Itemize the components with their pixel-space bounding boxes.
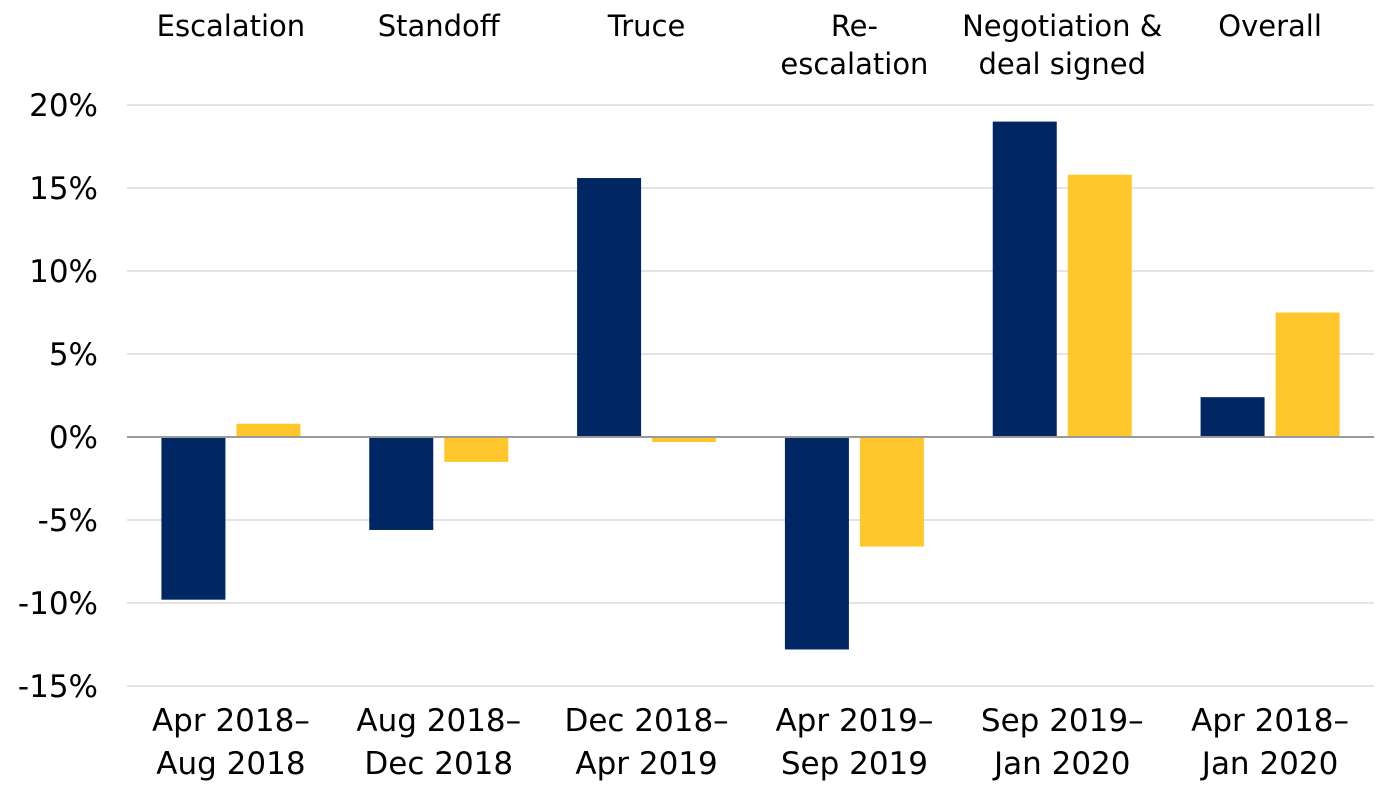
bar-series-1 bbox=[577, 178, 642, 438]
x-category-label: Sep 2019– bbox=[981, 703, 1144, 739]
x-category-label: Apr 2018– bbox=[152, 703, 310, 739]
category-labels: Apr 2018– Aug 2018 Aug 2018– Dec 2018 Dec 20… bbox=[152, 703, 1349, 782]
phase-label: Negotiation & bbox=[962, 9, 1162, 43]
phase-label: Re- bbox=[831, 9, 878, 43]
phase-label: Truce bbox=[607, 9, 686, 43]
bar-series-2 bbox=[444, 437, 509, 462]
bar-series-2 bbox=[236, 423, 301, 437]
bar-series-1 bbox=[992, 121, 1057, 437]
bar-series-2 bbox=[1067, 174, 1132, 437]
y-tick-label: -5% bbox=[38, 503, 98, 539]
bar-series-1 bbox=[369, 437, 434, 530]
bar-series-1 bbox=[1200, 397, 1265, 437]
y-tick-label: 0% bbox=[49, 420, 98, 456]
y-tick-label: -15% bbox=[18, 669, 98, 705]
y-tick-label: 10% bbox=[29, 254, 98, 290]
x-category-label: Dec 2018– bbox=[564, 703, 728, 739]
bars bbox=[161, 121, 1340, 650]
phase-label: Escalation bbox=[157, 9, 306, 43]
x-category-label: Apr 2019– bbox=[775, 703, 933, 739]
bar-series-1 bbox=[784, 437, 849, 650]
bar-series-2 bbox=[652, 437, 717, 442]
x-category-label: Aug 2018– bbox=[356, 703, 521, 739]
phase-label: escalation bbox=[780, 47, 928, 81]
x-category-label: Jan 2020 bbox=[992, 746, 1131, 782]
phase-label: Standoff bbox=[378, 9, 501, 43]
y-tick-label: 15% bbox=[29, 171, 98, 207]
bar-series-1 bbox=[161, 437, 226, 600]
phase-labels: Escalation Standoff Truce Re-escalation Nego… bbox=[157, 9, 1322, 81]
bar-series-2 bbox=[859, 437, 924, 547]
y-axis-tick-labels: 20% 15% 10% 5% 0% -5% -10% -15% bbox=[18, 88, 98, 705]
x-category-label: Aug 2018 bbox=[156, 746, 305, 782]
grid-lines bbox=[127, 104, 1374, 687]
x-category-label: Jan 2020 bbox=[1200, 746, 1339, 782]
phase-label: Overall bbox=[1218, 9, 1322, 43]
x-category-label: Sep 2019 bbox=[781, 746, 928, 782]
y-tick-label: -10% bbox=[18, 586, 98, 622]
x-category-label: Dec 2018 bbox=[364, 746, 513, 782]
bar-series-2 bbox=[1275, 312, 1340, 437]
y-tick-label: 5% bbox=[49, 337, 98, 373]
x-category-label: Apr 2018– bbox=[1191, 703, 1349, 739]
phase-label: deal signed bbox=[978, 47, 1146, 81]
y-tick-label: 20% bbox=[29, 88, 98, 124]
x-category-label: Apr 2019 bbox=[575, 746, 717, 782]
